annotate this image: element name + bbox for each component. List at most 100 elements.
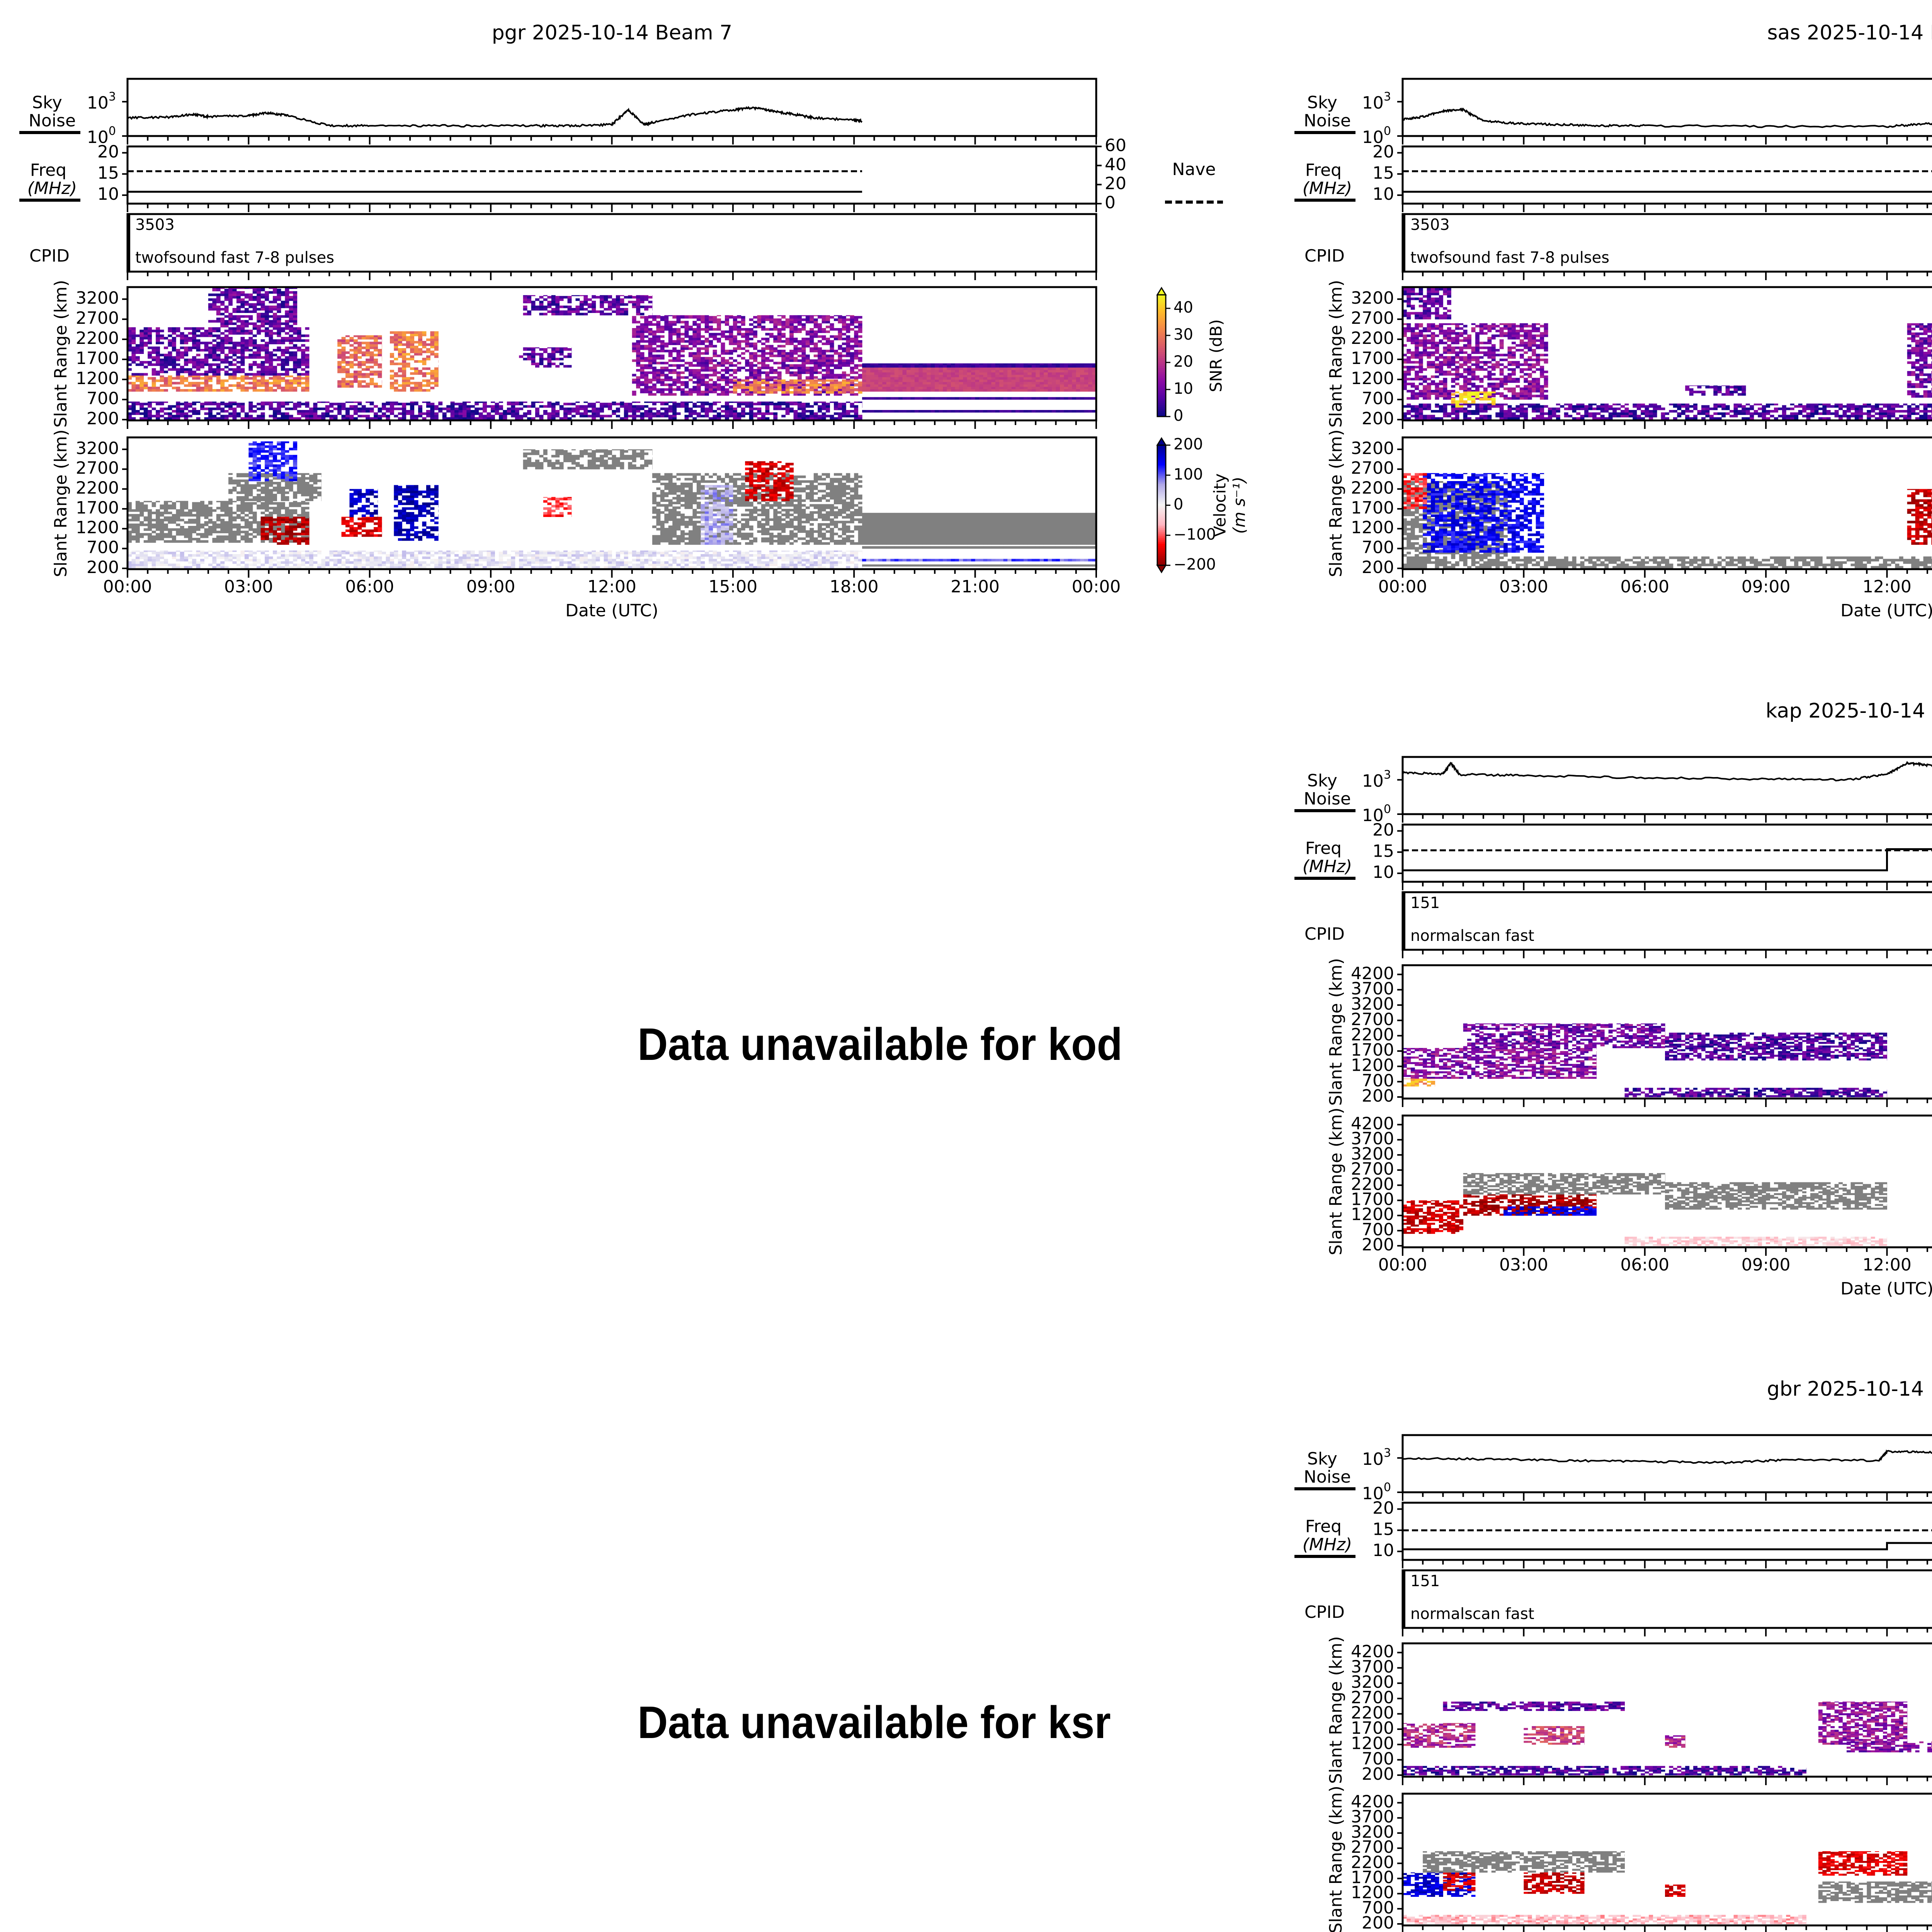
rti-cell [273,359,277,361]
rti-cell [701,316,705,319]
rti-cell [252,289,257,291]
rti-cell [139,375,144,378]
rti-cell [854,379,859,382]
rti-cell [567,355,572,358]
rti-cell [636,298,641,301]
rti-cell [652,318,656,321]
rti-cell [579,301,584,303]
rti-cell [527,348,531,351]
rti-cell [870,370,874,372]
rti-cell [244,377,249,380]
rti-cell [305,366,310,369]
rti-cell [1036,365,1040,368]
rti-cell [761,328,765,331]
rti-cell [656,381,661,384]
rti-cell [539,405,544,408]
rti-cell [422,333,427,337]
rti-cell [684,345,689,348]
rti-cell [874,370,879,372]
rti-cell [793,383,798,386]
rti-cell [378,417,382,420]
rti-cell [337,380,342,383]
rti-cell [955,384,959,387]
rti-cell [1019,372,1024,375]
rti-cell [636,369,641,372]
rti-cell [854,318,859,321]
rti-cell [418,331,422,334]
rti-cell [701,362,705,364]
rti-cell [260,379,265,382]
rti-cell [676,350,681,352]
rti-cell [725,401,729,403]
rti-cell [769,352,774,355]
rti-cell [151,371,156,373]
rti-cell [337,385,342,388]
rti-cell [192,339,196,342]
rti-cell [672,383,677,386]
rti-cell [224,305,229,308]
rti-cell [656,388,661,391]
rti-cell [935,372,939,375]
rti-cell [361,415,366,418]
rti-cell [248,337,253,340]
rti-cell [547,296,552,299]
rti-cell [269,405,273,408]
rti-cell [680,371,685,374]
rti-cell [725,350,729,352]
rti-cell [260,315,265,318]
rti-cell [248,410,253,413]
rti-cell [668,330,673,333]
rti-cell [781,321,786,323]
rti-cell [224,308,229,311]
rti-cell [672,407,677,410]
rti-cell [810,359,814,362]
rti-cell [204,371,209,373]
rti-cell [1044,367,1048,370]
rti-cell [273,308,277,311]
rti-cell [515,415,519,418]
rti-cell [269,386,273,389]
rti-cell [196,375,201,378]
rti-cell [180,375,184,378]
rti-cell [434,412,439,415]
rti-cell [289,407,293,410]
rti-cell [878,372,883,375]
rti-cell [394,333,398,337]
rti-cell [269,415,273,418]
rti-cell [414,403,418,405]
rti-cell [741,347,745,350]
rti-cell [337,339,342,342]
rti-cell [143,410,148,413]
rti-cell [624,308,628,311]
rti-cell [139,403,144,405]
rti-cell [406,379,410,382]
rti-cell [555,305,560,308]
rti-cell [378,349,382,352]
rti-cell [204,401,209,403]
rti-cell [305,327,310,330]
rti-cell [729,330,733,333]
rti-cell [244,303,249,306]
rti-cell [1024,367,1028,370]
rti-cell [260,375,265,378]
rti-cell [846,359,850,362]
rti-cell [672,315,677,316]
rti-cell [224,342,229,344]
rti-cell [838,364,842,367]
rti-cell [394,403,398,405]
rti-cell [293,291,298,294]
rti-cell [224,415,229,418]
rti-cell [801,359,806,362]
rti-cell [810,318,814,321]
rti-cell [862,397,866,400]
rti-cell [180,407,184,410]
rti-cell [434,345,439,349]
rti-cell [366,375,370,378]
rti-cell [604,313,608,316]
rti-cell [870,365,874,368]
rti-cell [325,410,330,413]
rti-cell [160,361,164,364]
rti-cell [184,405,189,408]
rti-cell [660,316,665,319]
